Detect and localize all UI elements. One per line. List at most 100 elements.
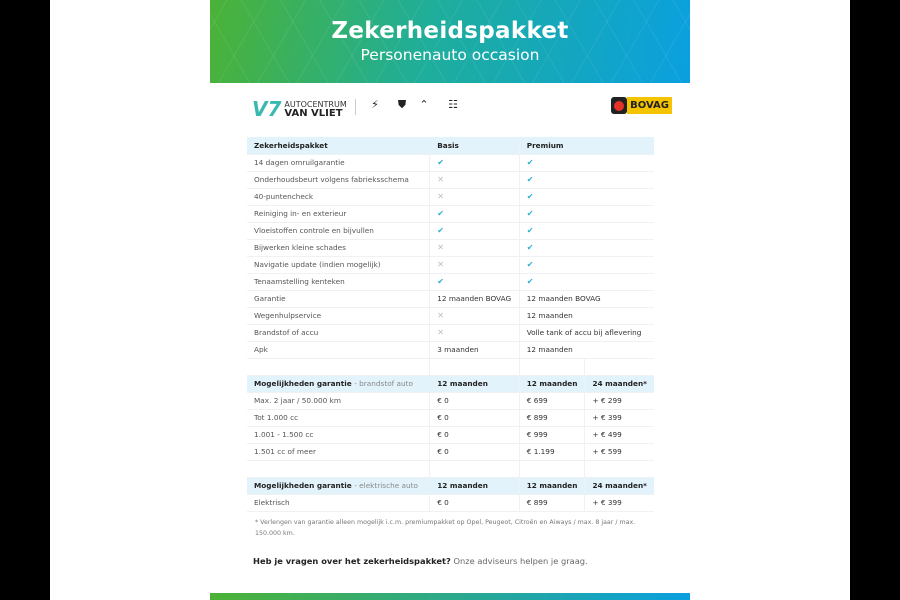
table-cell: Wegenhulpservice <box>247 307 430 325</box>
check-icon: ✔ <box>526 158 534 167</box>
peugeot-logo-icon: ⛊ <box>397 98 407 111</box>
table-cell: + € 299 <box>584 392 654 410</box>
page-subtitle: Personenauto occasion <box>360 46 540 64</box>
table-cell: ✔ <box>518 273 654 291</box>
dealer-logo: V7 AUTOCENTRUM VAN VLIET <box>252 97 347 121</box>
table-cell: Navigatie update (indien mogelijk) <box>247 256 430 274</box>
banner: Zekerheidspakket Personenauto occasion <box>210 0 690 83</box>
table-cell: 14 dagen omruilgarantie <box>247 154 430 172</box>
check-icon: ✔ <box>437 277 444 286</box>
bovag-logo: BOVAG <box>611 97 672 114</box>
check-icon: ✔ <box>526 260 534 269</box>
section-subtitle: - elektrische auto <box>354 481 418 490</box>
dealer-name-line2: VAN VLIET <box>284 108 343 119</box>
table-row: Garantie 12 maanden BOVAG 12 maanden BOVAG <box>247 290 654 308</box>
check-icon: ✔ <box>526 175 534 184</box>
cross-icon: ✕ <box>437 175 444 184</box>
table-cell: € 999 <box>518 426 585 444</box>
table-cell <box>429 358 520 376</box>
table-cell: ✕ <box>429 256 520 274</box>
cross-icon: ✕ <box>437 260 444 269</box>
table-cell: ✔ <box>429 154 520 172</box>
table-row: Apk 3 maanden 12 maanden <box>247 341 654 359</box>
table-row: Elektrisch € 0 € 899 + € 399 <box>247 494 654 512</box>
table-cell: 24 maanden* <box>584 375 654 393</box>
table-row: Tot 1.000 cc € 0 € 899 + € 399 <box>247 409 654 427</box>
triangle-pattern <box>210 0 690 83</box>
question-bold: Heb je vragen over het zekerheidspakket? <box>253 556 451 566</box>
table-cell: ✔ <box>518 256 654 274</box>
table-cell: Apk <box>247 341 430 359</box>
table-cell: + € 499 <box>584 426 654 444</box>
bovag-mark-icon <box>611 97 628 114</box>
table-cell: ✔ <box>518 239 654 257</box>
table-cell: Max. 2 jaar / 50.000 km <box>247 392 430 410</box>
table-cell: 12 maanden <box>518 341 654 359</box>
table-cell: Vloeistoffen controle en bijvullen <box>247 222 430 240</box>
table-cell: 1.501 cc of meer <box>247 443 430 461</box>
citroen-logo-icon: ⌃ <box>419 98 429 111</box>
table-cell: Tot 1.000 cc <box>247 409 430 427</box>
table-cell: Zekerheidspakket <box>247 137 430 155</box>
table-cell: Premium <box>518 137 654 155</box>
section-subtitle: - brandstof auto <box>354 379 413 388</box>
table-cell: 12 maanden <box>518 477 585 495</box>
section-title-text: Mogelijkheden garantie <box>254 379 352 388</box>
table-cell: 24 maanden* <box>584 477 654 495</box>
table-cell: 3 maanden <box>429 341 520 359</box>
vv-logo-icon: V7 <box>252 97 282 121</box>
table-row: 40-puntencheck ✕ ✔ <box>247 188 654 206</box>
page: Zekerheidspakket Personenauto occasion V… <box>50 0 850 600</box>
table-cell: ✕ <box>429 171 520 189</box>
question-text: Heb je vragen over het zekerheidspakket?… <box>253 556 588 566</box>
divider <box>355 99 356 115</box>
table-row: 14 dagen omruilgarantie ✔ ✔ <box>247 154 654 172</box>
page-title: Zekerheidspakket <box>331 18 569 44</box>
aiways-logo-icon: ☷ <box>448 98 458 111</box>
table-cell: + € 399 <box>584 494 654 512</box>
table-row: Brandstof of accu ✕ Volle tank of accu bij… <box>247 324 654 342</box>
package-table: Zekerheidspakket Basis Premium 14 dagen omr… <box>247 137 654 512</box>
table-cell: ✔ <box>429 222 520 240</box>
table-cell <box>429 460 520 478</box>
check-icon: ✔ <box>526 226 534 235</box>
spacer-row <box>247 460 654 478</box>
table-cell: 12 maanden BOVAG <box>518 290 654 308</box>
table-cell: Brandstof of accu <box>247 324 430 342</box>
table-cell: 12 maanden BOVAG <box>429 290 520 308</box>
table-cell: € 0 <box>429 426 520 444</box>
spacer-row <box>247 358 654 376</box>
table-cell: ✔ <box>518 205 654 223</box>
check-icon: ✔ <box>437 158 444 167</box>
table-row: 1.501 cc of meer € 0 € 1.199 + € 599 <box>247 443 654 461</box>
table-cell: € 0 <box>429 392 520 410</box>
table-row: Tenaamstelling kenteken ✔ ✔ <box>247 273 654 291</box>
table-cell <box>518 358 585 376</box>
table-cell: 12 maanden <box>429 477 520 495</box>
cross-icon: ✕ <box>437 311 444 320</box>
table-row: Wegenhulpservice ✕ 12 maanden <box>247 307 654 325</box>
check-icon: ✔ <box>526 277 534 286</box>
table-header: Zekerheidspakket Basis Premium <box>247 137 654 155</box>
check-icon: ✔ <box>437 209 444 218</box>
dealer-name-line1: AUTOCENTRUM <box>284 100 347 109</box>
section-title-text: Mogelijkheden garantie <box>254 481 352 490</box>
table-cell <box>518 460 585 478</box>
table-cell: ✔ <box>518 188 654 206</box>
table-cell: ✔ <box>429 205 520 223</box>
table-cell: € 0 <box>429 494 520 512</box>
check-icon: ✔ <box>437 226 444 235</box>
table-row: Navigatie update (indien mogelijk) ✕ ✔ <box>247 256 654 274</box>
table-cell: € 0 <box>429 409 520 427</box>
check-icon: ✔ <box>526 192 534 201</box>
table-cell: 12 maanden <box>518 307 654 325</box>
table-cell: ✕ <box>429 188 520 206</box>
table-cell: € 699 <box>518 392 585 410</box>
table-row: Reiniging in- en exterieur ✔ ✔ <box>247 205 654 223</box>
check-icon: ✔ <box>526 209 534 218</box>
table-cell: Bijwerken kleine schades <box>247 239 430 257</box>
table-row: 1.001 - 1.500 cc € 0 € 999 + € 499 <box>247 426 654 444</box>
table-cell: + € 599 <box>584 443 654 461</box>
table-cell: Elektrisch <box>247 494 430 512</box>
table-cell: € 899 <box>518 409 585 427</box>
